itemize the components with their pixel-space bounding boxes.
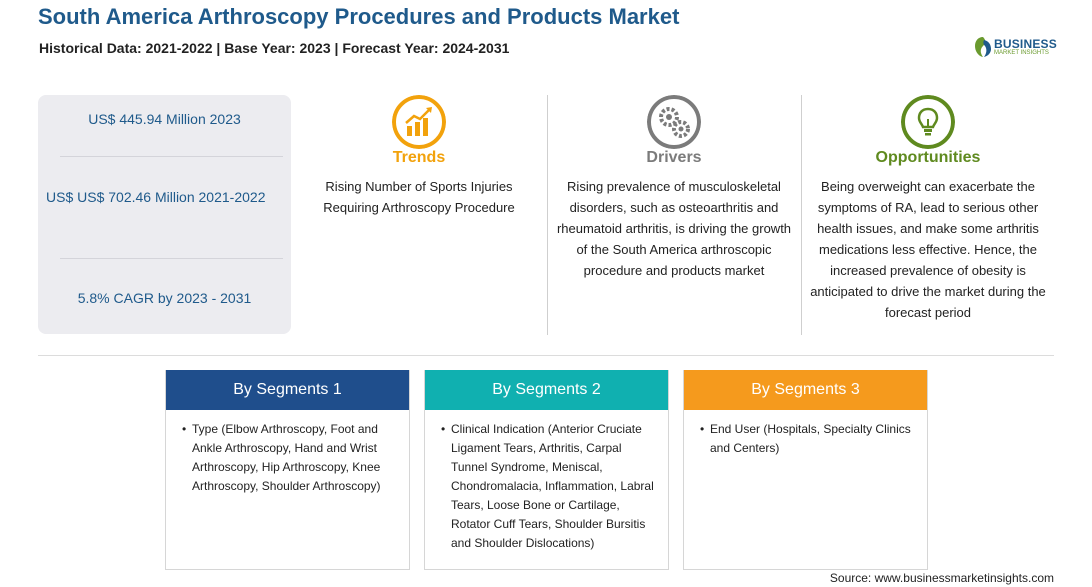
logo-mark-icon [975,37,991,57]
segment-card-2: By Segments 2 Clinical Indication (Anter… [424,370,669,570]
segment-3-header: By Segments 3 [684,370,927,410]
page-title: South America Arthroscopy Procedures and… [38,4,680,29]
chart-growth-icon [392,95,446,149]
opportunities-text: Being overweight can exacerbate the symp… [810,179,1046,320]
segment-1-list: Type (Elbow Arthroscopy, Foot and Ankle … [182,420,399,496]
trends-heading: Trends [392,149,446,166]
section-divider [38,355,1054,356]
stats-divider [60,258,283,259]
segment-2-header: By Segments 2 [425,370,668,410]
drivers-heading: Drivers [646,149,702,166]
stat-historical-value: US$ US$ 702.46 Million 2021-2022 [46,189,266,205]
stats-divider [60,156,283,157]
drivers-column: Drivers Rising prevalence of musculoskel… [556,95,792,335]
list-item: End User (Hospitals, Specialty Clinics a… [700,420,917,458]
opportunities-column: Opportunities Being overweight can exace… [810,95,1046,335]
segment-card-1: By Segments 1 Type (Elbow Arthroscopy, F… [165,370,410,570]
column-divider [547,95,548,335]
segment-1-header: By Segments 1 [166,370,409,410]
opportunities-heading: Opportunities [875,149,981,166]
logo-tagline: MARKET INSIGHTS [994,50,1049,56]
stat-cagr: 5.8% CAGR by 2023 - 2031 [77,290,252,306]
segment-2-list: Clinical Indication (Anterior Cruciate L… [441,420,658,553]
trends-column: Trends Rising Number of Sports Injuries … [304,95,534,335]
source-credit: Source: www.businessmarketinsights.com [829,571,1054,585]
list-item: Clinical Indication (Anterior Cruciate L… [441,420,658,553]
drivers-text: Rising prevalence of musculoskeletal dis… [556,179,792,278]
column-divider [801,95,802,335]
lightbulb-icon [901,95,955,149]
page-subtitle: Historical Data: 2021-2022 | Base Year: … [39,40,510,56]
logo-wordmark: BUSINESS [994,37,1057,51]
segment-3-list: End User (Hospitals, Specialty Clinics a… [700,420,917,458]
segment-card-3: By Segments 3 End User (Hospitals, Speci… [683,370,928,570]
gears-icon [647,95,701,149]
list-item: Type (Elbow Arthroscopy, Foot and Ankle … [182,420,399,496]
stat-market-size-2023: US$ 445.94 Million 2023 [88,111,241,127]
brand-logo: BUSINESS MARKET INSIGHTS [974,34,1062,60]
trends-text: Rising Number of Sports Injuries Requiri… [323,179,515,215]
stats-panel: US$ 445.94 Million 2023 US$ US$ 702.46 M… [38,95,291,334]
